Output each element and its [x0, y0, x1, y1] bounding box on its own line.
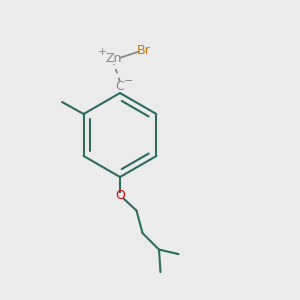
- Text: C: C: [116, 80, 124, 93]
- Text: +: +: [98, 47, 107, 57]
- Text: −: −: [124, 76, 133, 86]
- Text: Br: Br: [137, 44, 151, 58]
- Text: O: O: [115, 189, 125, 202]
- Text: Zn: Zn: [106, 52, 122, 65]
